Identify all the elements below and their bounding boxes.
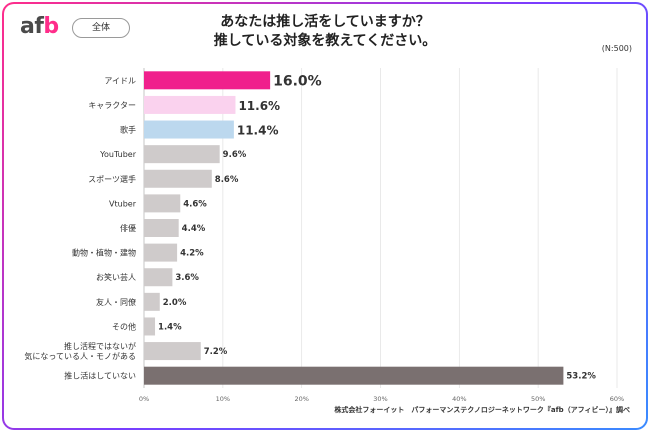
bar	[144, 169, 212, 188]
category-label: スポーツ選手	[88, 174, 136, 184]
category-label: 推し活程ではないが気になっている人・モノがある	[24, 341, 136, 361]
category-label: Vtuber	[109, 199, 137, 208]
x-tick-label: 40%	[452, 395, 466, 403]
bar	[144, 243, 178, 262]
bar	[144, 342, 201, 361]
value-label: 1.4%	[158, 322, 182, 332]
bar	[144, 120, 234, 139]
segment-badge: 全体	[72, 18, 130, 38]
x-tick-label: 10%	[216, 395, 230, 403]
x-tick-label: 0%	[139, 395, 149, 403]
title-line-2: 推している対象を教えてください。	[213, 33, 437, 49]
value-label: 2.0%	[163, 298, 187, 308]
value-label: 11.6%	[238, 99, 280, 113]
category-label: アイドル	[104, 76, 136, 85]
value-label: 53.2%	[566, 372, 596, 382]
sample-size: (N:500)	[601, 44, 632, 53]
value-label: 16.0%	[273, 73, 322, 89]
category-label: キャラクター	[88, 101, 136, 110]
bar	[144, 268, 173, 287]
x-tick-label: 30%	[373, 395, 387, 403]
value-label: 8.6%	[215, 175, 239, 185]
category-label: その他	[112, 321, 136, 331]
category-label: 動物・植物・建物	[72, 248, 136, 258]
category-label: YouTuber	[99, 150, 137, 159]
afb-logo: afb	[20, 14, 59, 39]
bar	[144, 145, 220, 164]
category-label: 友人・同僚	[96, 297, 136, 307]
bar	[144, 194, 181, 213]
bar	[144, 71, 271, 90]
value-label: 4.4%	[182, 224, 206, 234]
bar	[144, 317, 156, 336]
value-label: 3.6%	[175, 273, 199, 283]
category-label: お笑い芸人	[96, 272, 136, 282]
bar	[144, 95, 236, 114]
value-label: 9.6%	[223, 150, 247, 160]
x-tick-label: 20%	[294, 395, 308, 403]
x-tick-label: 60%	[610, 395, 624, 403]
title-line-1: あなたは推し活をしていますか？	[220, 14, 430, 30]
category-label: 歌手	[120, 125, 136, 135]
category-label: 推し活はしていない	[64, 371, 136, 381]
value-label: 11.4%	[237, 124, 279, 138]
bar	[144, 219, 179, 237]
bar	[144, 366, 564, 385]
bar	[144, 292, 160, 311]
value-label: 4.6%	[183, 199, 207, 209]
chart-title: あなたは推し活をしていますか？ 推している対象を教えてください。	[150, 13, 500, 51]
value-label: 4.2%	[180, 249, 204, 259]
x-tick-label: 50%	[531, 395, 545, 403]
source-note: 株式会社フォーイット パフォーマンステクノロジーネットワーク『afb（アフィビー…	[334, 406, 630, 414]
value-label: 7.2%	[204, 347, 228, 357]
category-label: 俳優	[120, 223, 136, 233]
